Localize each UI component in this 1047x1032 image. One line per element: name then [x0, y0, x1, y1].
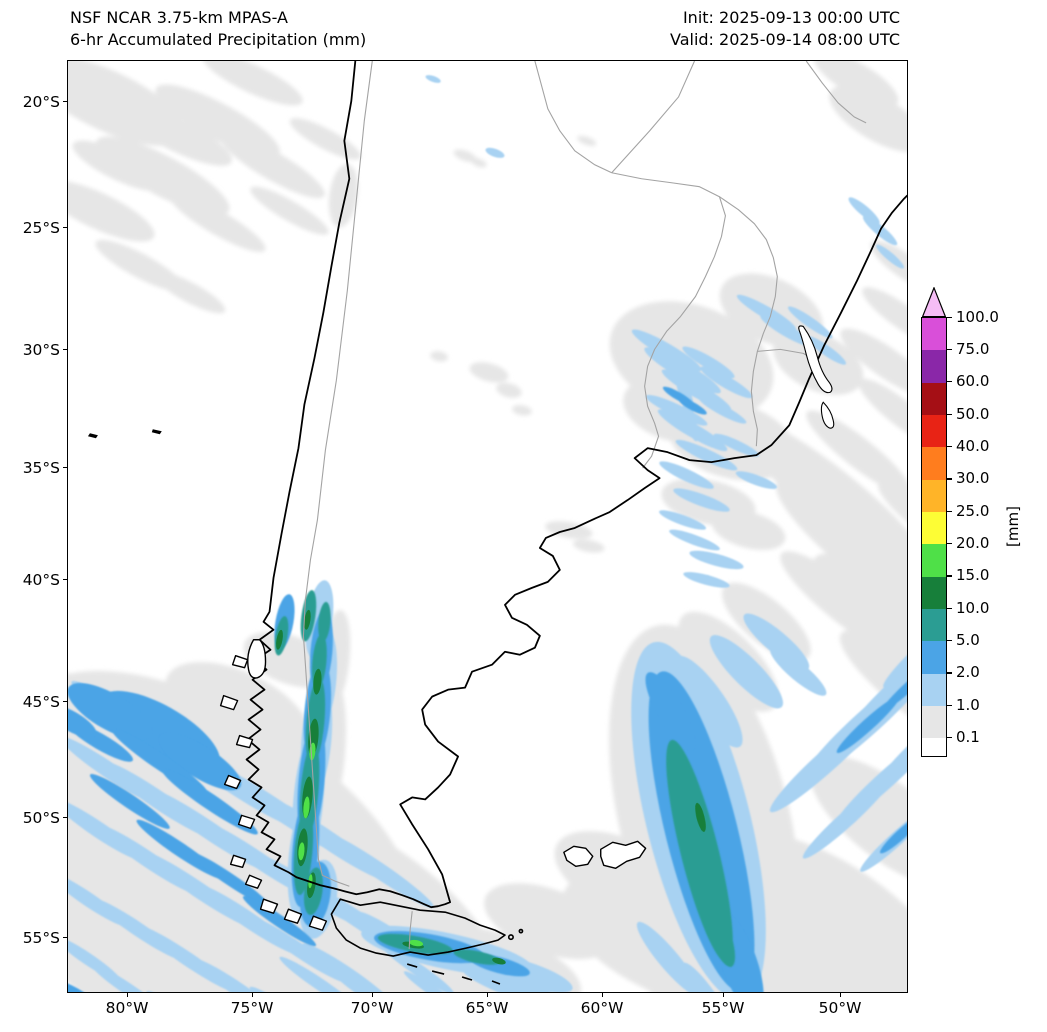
colorbar-tick-label: 40.0 — [946, 436, 990, 455]
figure-title: NSF NCAR 3.75-km MPAS-A 6-hr Accumulated… — [70, 7, 366, 51]
init-time: Init: 2025-09-13 00:00 UTC — [682, 8, 900, 27]
chiloe-island — [247, 639, 267, 679]
colorbar-segment — [921, 576, 946, 610]
precipitation-map — [67, 60, 908, 993]
x-tick-label: 80°W — [95, 992, 159, 1018]
colorbar-segment — [921, 673, 946, 707]
y-tick-label: 20°S — [0, 92, 69, 112]
colorbar-tick-label: 50.0 — [946, 404, 990, 423]
colorbar-segment — [921, 512, 946, 545]
y-tick-label: 35°S — [0, 458, 69, 478]
juan-fernandez-islands — [87, 429, 162, 439]
x-tick-label: 60°W — [570, 992, 634, 1018]
y-tick-label: 30°S — [0, 340, 69, 360]
colorbar-tick-label: 30.0 — [946, 469, 990, 488]
colorbar-tick-label: 0.1 — [947, 728, 980, 747]
model-name: NSF NCAR 3.75-km MPAS-A — [70, 8, 288, 27]
colorbar-tick-label: 60.0 — [946, 372, 990, 391]
colorbar-segment — [921, 609, 946, 642]
lagoa-mirim — [820, 401, 835, 429]
colorbar-segment — [921, 447, 946, 480]
tierra-del-fuego — [330, 898, 506, 957]
x-tick-label: 55°W — [691, 992, 755, 1018]
colorbar-tick-label: 20.0 — [946, 533, 990, 552]
valid-time: Valid: 2025-09-14 08:00 UTC — [669, 30, 900, 49]
colorbar-segment — [921, 641, 946, 674]
falkland-east — [600, 840, 647, 869]
colorbar-tick-label: 100.0 — [947, 307, 999, 326]
colorbar-segment — [921, 415, 946, 448]
coastlines — [87, 61, 907, 985]
colorbar-tick-label: 75.0 — [946, 339, 990, 358]
y-tick-label: 45°S — [0, 692, 69, 712]
y-tick-label: 50°S — [0, 808, 69, 828]
colorbar-tick-label: 5.0 — [947, 631, 980, 649]
colorbar-tick-label: 2.0 — [947, 663, 980, 682]
map-canvas — [68, 61, 907, 992]
x-tick-label: 65°W — [455, 992, 519, 1018]
colorbar-segment — [921, 544, 946, 577]
product-name: 6-hr Accumulated Precipitation (mm) — [70, 30, 367, 49]
y-tick-label: 25°S — [0, 218, 69, 238]
colorbar-tick-label: 15.0 — [946, 566, 990, 585]
country-borders — [302, 61, 867, 950]
colorbar-tick-label: 10.0 — [946, 598, 990, 617]
lagoa-dos-patos — [798, 325, 833, 394]
colorbar-segment — [921, 479, 946, 513]
y-tick-label: 40°S — [0, 570, 69, 590]
colorbar-tick-label: 25.0 — [946, 501, 990, 520]
colorbar-segment — [921, 382, 946, 416]
colorbar-under-segment — [921, 738, 946, 757]
falkland-west — [563, 845, 594, 867]
colorbar-extend-arrow — [922, 287, 946, 317]
colorbar-body — [920, 317, 947, 758]
colorbar-segment — [921, 350, 946, 383]
colorbar: 100.0 75.0 60.0 50.0 40.0 30.0 25.0 20.0 15.0 10.… — [920, 287, 1042, 767]
colorbar-segment — [921, 706, 946, 739]
colorbar-tick-label: 1.0 — [947, 695, 980, 714]
x-tick-label: 70°W — [340, 992, 404, 1018]
run-times: Init: 2025-09-13 00:00 UTC Valid: 2025-0… — [560, 7, 900, 51]
colorbar-units-label: [mm] — [1004, 506, 1022, 547]
x-tick-label: 75°W — [220, 992, 284, 1018]
precip-layer-very-heavy — [276, 609, 706, 965]
x-tick-label: 50°W — [808, 992, 872, 1018]
colorbar-segment — [921, 318, 946, 351]
y-tick-label: 55°S — [0, 928, 69, 948]
